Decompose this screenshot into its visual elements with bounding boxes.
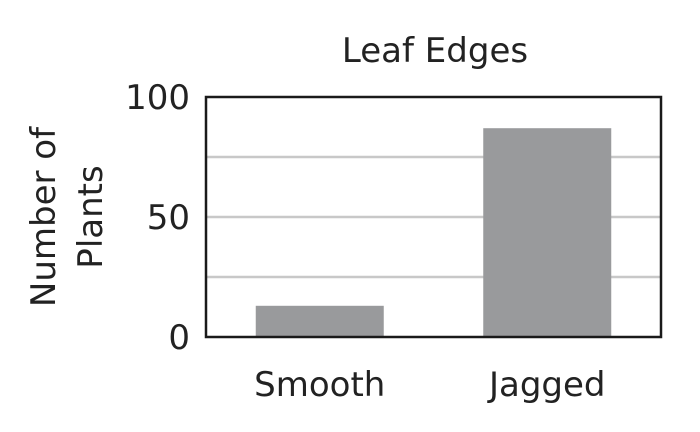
y-tick-labels: 0 50 100 — [125, 78, 190, 358]
y-axis-title: Number of Plants — [24, 126, 111, 307]
bar-smooth — [255, 305, 384, 337]
y-tick-label-100: 100 — [125, 78, 190, 118]
x-label-smooth: Smooth — [254, 365, 385, 405]
y-axis-title-line-2: Plants — [71, 165, 111, 268]
y-tick-label-0: 0 — [168, 318, 190, 358]
chart-title: Leaf Edges — [342, 31, 528, 71]
y-axis-title-line-1: Number of — [24, 126, 64, 307]
x-label-jagged: Jagged — [487, 365, 606, 405]
bars — [255, 128, 612, 337]
y-tick-label-50: 50 — [147, 198, 190, 238]
bar-jagged — [483, 128, 612, 337]
plot-frame — [204, 95, 663, 339]
x-category-labels: Smooth Jagged — [254, 365, 605, 405]
